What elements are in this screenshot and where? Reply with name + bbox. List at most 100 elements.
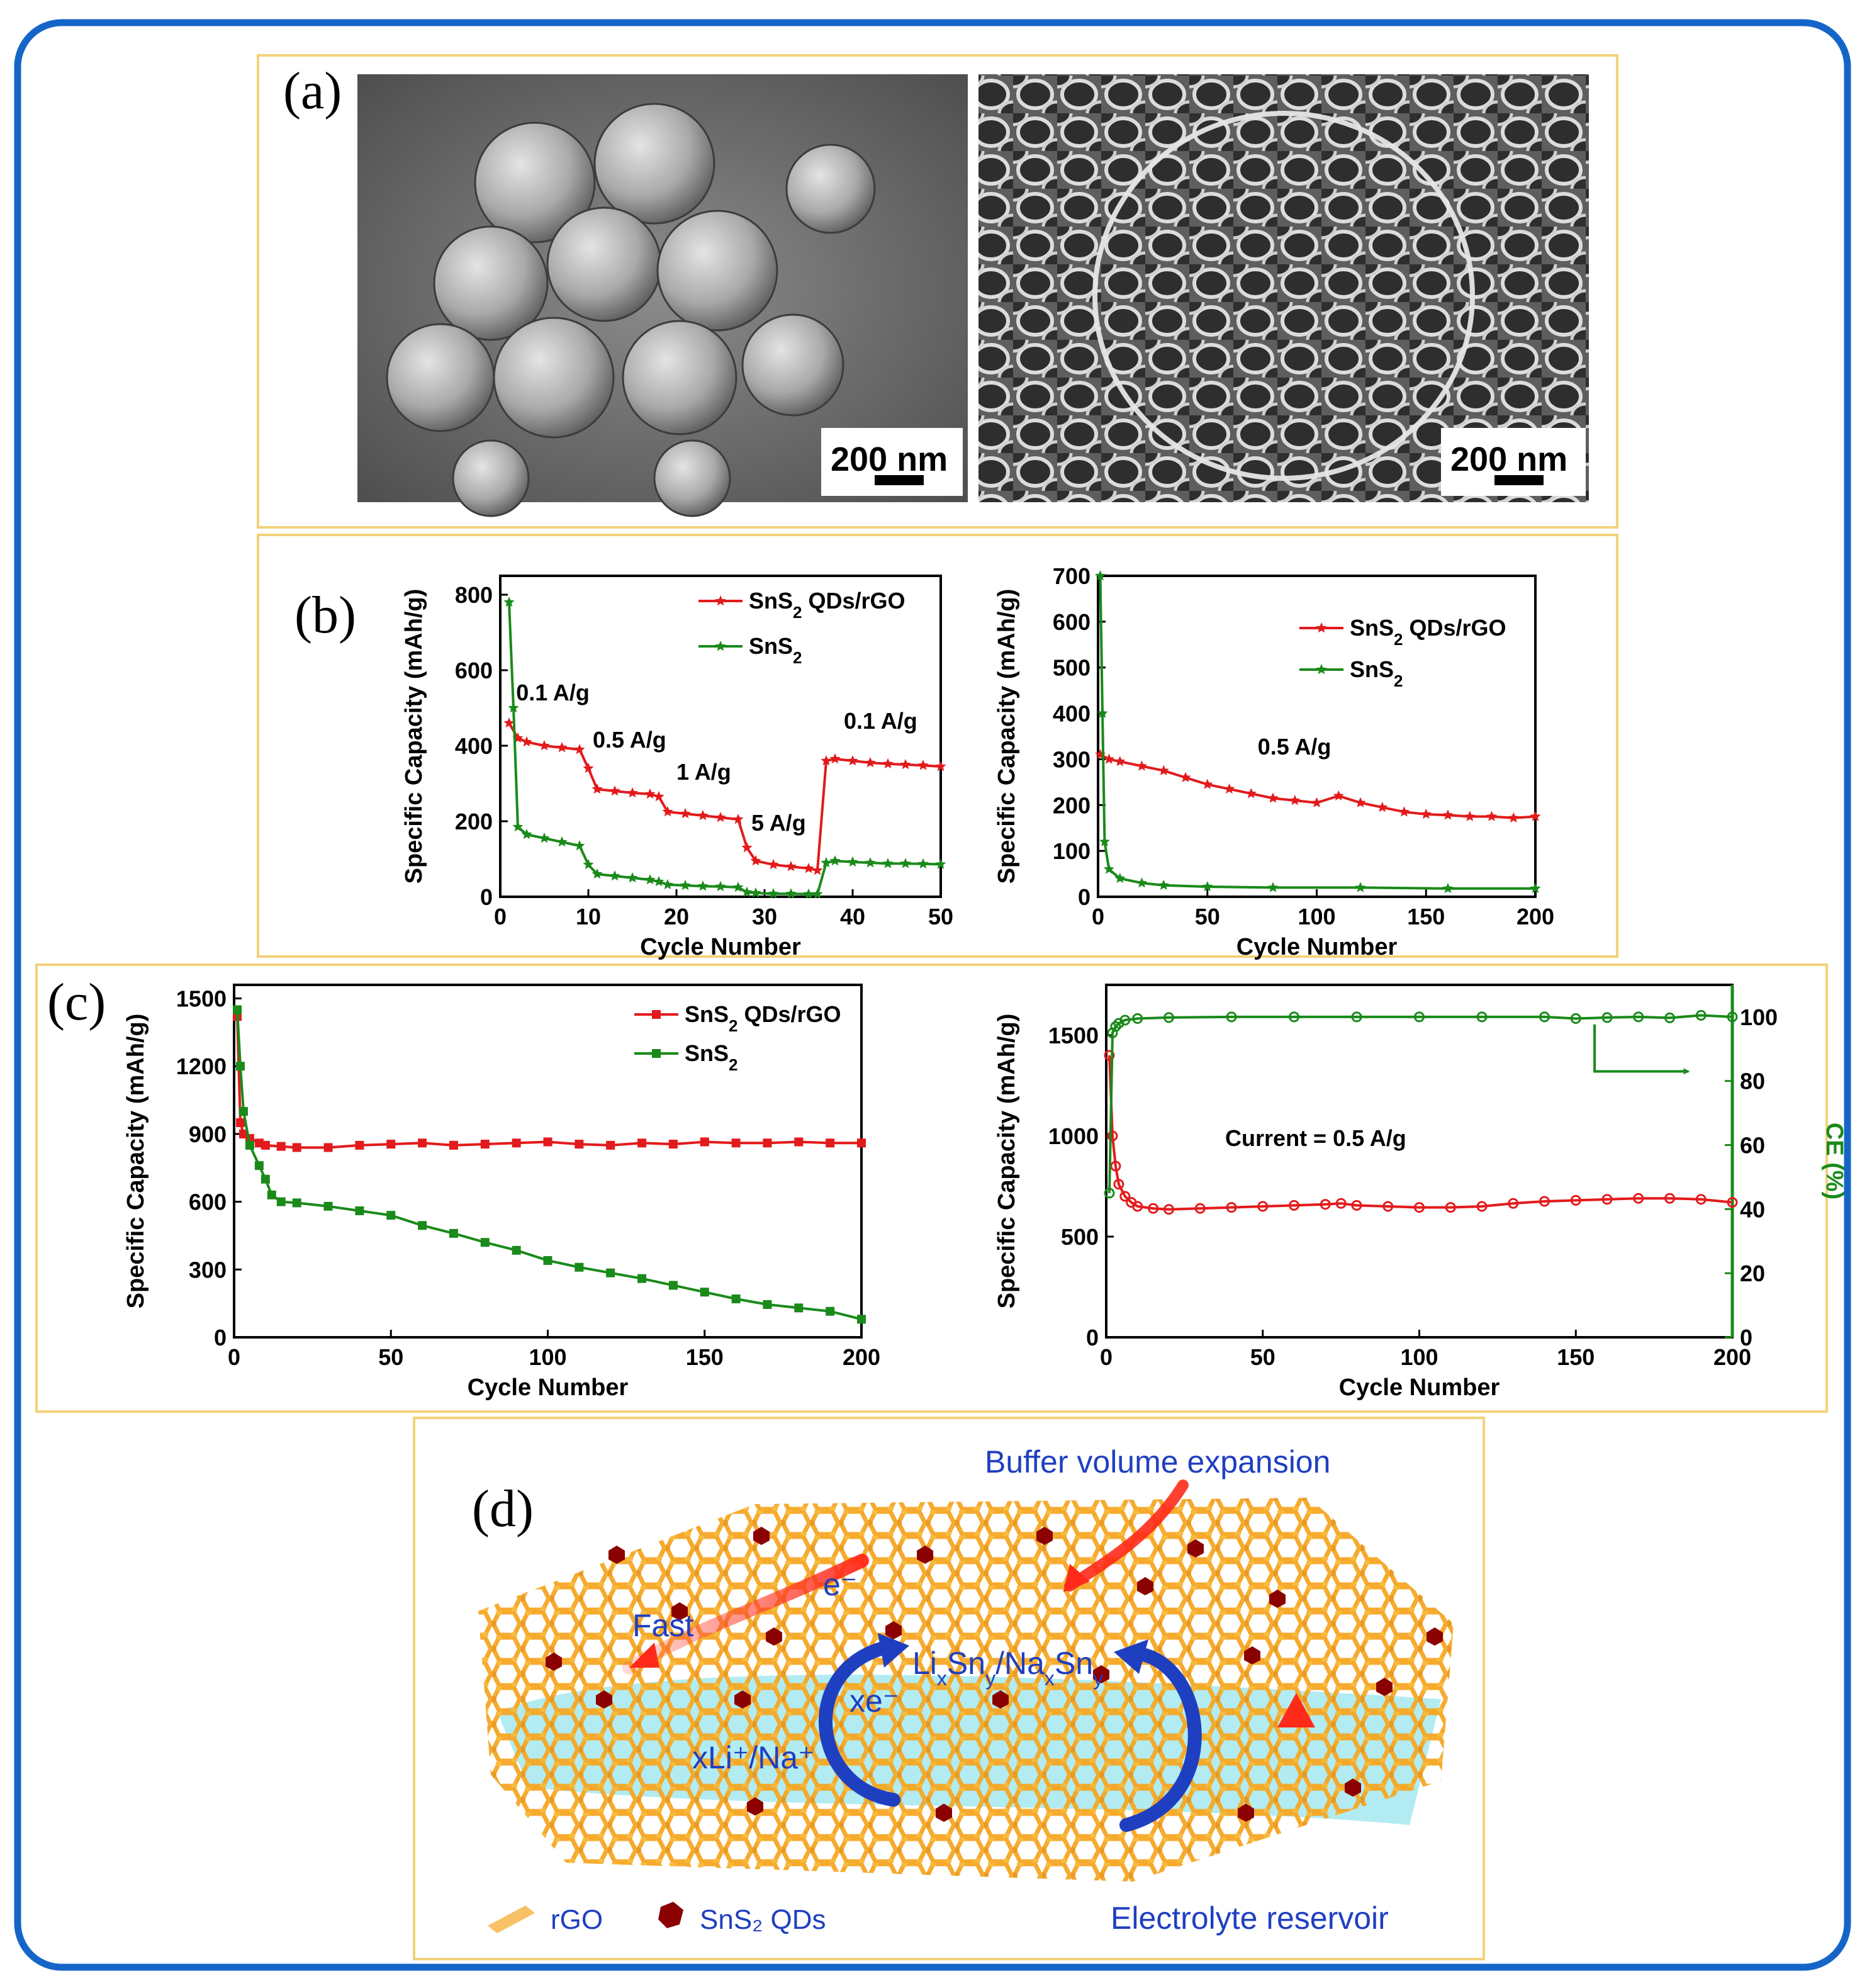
data-point [1097, 707, 1108, 718]
y-tick-label: 200 [455, 809, 493, 834]
data-point [245, 1140, 254, 1150]
data-point [1508, 812, 1519, 823]
data-point [1476, 1201, 1488, 1212]
data-point [1107, 1130, 1118, 1142]
data-point [575, 1262, 584, 1272]
data-point [292, 1143, 301, 1152]
x-tick-label: 50 [1250, 1344, 1276, 1370]
x-tick-label: 0 [1100, 1344, 1113, 1370]
data-point [680, 880, 691, 890]
data-point [386, 1211, 396, 1220]
sns2-qd [885, 1621, 902, 1639]
data-point [750, 887, 761, 898]
data-point [1414, 1011, 1425, 1023]
data-point [653, 791, 664, 802]
data-point [865, 757, 876, 768]
sns2-qd [1376, 1678, 1393, 1696]
data-point [1355, 882, 1366, 892]
data-point [543, 1255, 552, 1265]
data-point [768, 859, 779, 870]
data-point [1110, 1021, 1121, 1032]
sem-sphere [653, 439, 731, 517]
data-point [1114, 872, 1126, 884]
annotation-label: 0.5 A/g [593, 727, 666, 753]
data-point [731, 1294, 741, 1303]
lithiation-arrowhead-right [1114, 1639, 1148, 1674]
data-point [609, 785, 620, 796]
data-point [1570, 1194, 1581, 1206]
data-point [680, 808, 691, 819]
sns2-qd [596, 1690, 612, 1709]
sns2-qd [1427, 1627, 1443, 1646]
data-point [1539, 1011, 1550, 1023]
y2-tick-label: 0 [1740, 1325, 1752, 1351]
chart-c-cycling: 0 50 100 150 200 0 300 600 900 1200 1500 Cycle Numb… [123, 984, 880, 1401]
sem-sphere [386, 323, 495, 432]
x-tick-label: 0 [1092, 904, 1104, 929]
data-point [715, 880, 726, 892]
data-point [1727, 1011, 1738, 1023]
data-point [480, 1238, 490, 1247]
data-point [1099, 836, 1110, 846]
plot-frame [233, 984, 863, 1339]
data-point [865, 857, 876, 868]
data-point [480, 1140, 490, 1149]
data-point [732, 814, 744, 824]
x-tick-label: 50 [1195, 904, 1220, 929]
series-green [1094, 570, 1541, 894]
lithiation-arrowhead-left [878, 1633, 909, 1668]
x-tick-label: 40 [840, 904, 865, 929]
data-point [1414, 1202, 1425, 1213]
data-point [355, 1140, 364, 1150]
data-point [653, 876, 664, 887]
electrolyte-arrow-head [1277, 1693, 1315, 1727]
series-red [1104, 1050, 1738, 1215]
data-point [1530, 811, 1541, 821]
data-point [1664, 1012, 1675, 1023]
legend-label: SnS2 [749, 633, 802, 667]
data-point [1442, 882, 1454, 894]
series-line [1108, 1014, 1733, 1193]
data-point [1316, 622, 1327, 633]
data-point [1267, 792, 1279, 803]
data-point [503, 717, 515, 728]
data-point [1113, 1179, 1124, 1190]
data-point [1257, 1201, 1269, 1212]
data-point [1226, 1011, 1237, 1023]
x-tick-label: 100 [1298, 904, 1335, 929]
data-point [768, 888, 779, 899]
sem-sphere [785, 143, 876, 234]
sns2-qd [546, 1653, 562, 1671]
series-green [232, 1005, 866, 1324]
sem-sphere [593, 103, 715, 225]
data-point [812, 888, 823, 899]
y-tick-label: 800 [455, 582, 493, 608]
x-axis-title: Cycle Number [640, 934, 801, 960]
scale-bar-left-label: 200 nm [831, 441, 948, 478]
data-point [1664, 1193, 1675, 1204]
data-point [386, 1140, 396, 1149]
x-axis-title: Cycle Number [1236, 934, 1398, 960]
y-tick-label: 200 [1053, 792, 1090, 818]
data-point [715, 812, 726, 823]
sem-sphere [433, 225, 549, 341]
data-point [1163, 1012, 1174, 1023]
data-point [449, 1228, 458, 1238]
data-point [267, 1190, 276, 1199]
data-point [1633, 1011, 1644, 1023]
data-point [732, 882, 744, 892]
data-point [1351, 1199, 1362, 1211]
legend-label: SnS2 QDs/rGO [685, 1001, 841, 1035]
data-point [1442, 809, 1454, 820]
data-point [512, 733, 524, 743]
data-point [418, 1221, 427, 1230]
label-xli-na: xLi⁺/Na⁺ [692, 1740, 815, 1775]
sem-image-right: 200 nm [978, 74, 1589, 502]
sns2-qd [608, 1546, 625, 1564]
data-point [1267, 882, 1279, 892]
schematic: Buffer volume expansion e⁻ Fast LixSny/N… [478, 1444, 1454, 1936]
data-point [785, 861, 797, 872]
data-point [812, 865, 823, 875]
data-point [637, 1138, 647, 1148]
data-point [323, 1143, 333, 1152]
